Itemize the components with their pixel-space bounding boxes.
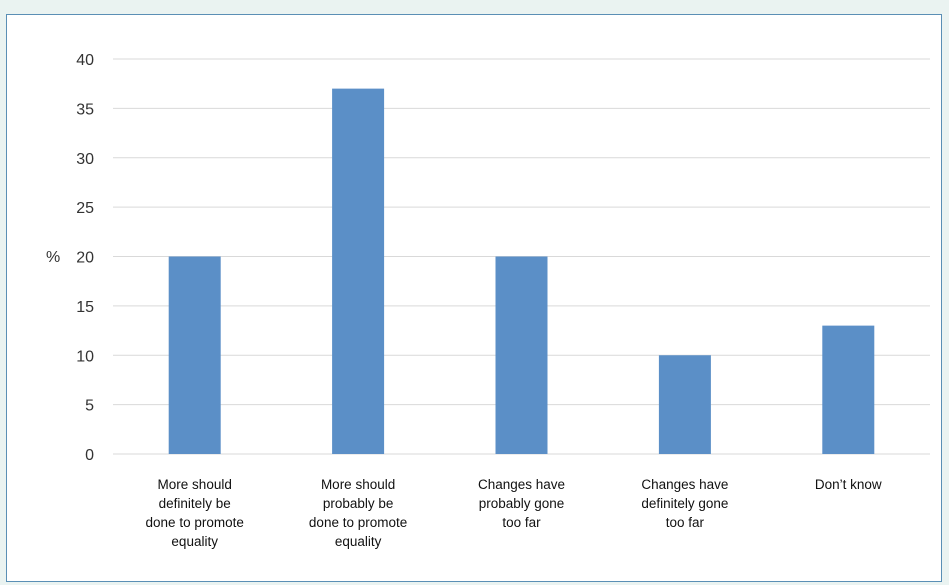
y-axis-ticks: 0 5 10 15 20 25 30 35 40: [76, 52, 94, 464]
y-tick-label: 15: [76, 299, 94, 316]
bar: [822, 325, 875, 454]
category-label: equality: [171, 534, 218, 549]
category-label: More should: [158, 477, 232, 492]
bar: [168, 256, 221, 454]
y-axis-label: %: [46, 249, 60, 266]
category-label: probably be: [323, 496, 394, 511]
category-labels: More should definitely be done to promote e…: [146, 477, 882, 549]
category-label: done to promote: [309, 515, 407, 530]
category-label: definitely be: [159, 496, 231, 511]
bar: [332, 88, 385, 454]
bar: [495, 256, 548, 454]
y-tick-label: 40: [76, 52, 94, 69]
category-label: done to promote: [146, 515, 244, 530]
y-tick-label: 10: [76, 348, 94, 365]
category-label: probably gone: [479, 496, 565, 511]
bars: [168, 88, 875, 454]
category-label: too far: [666, 515, 705, 530]
y-tick-label: 0: [85, 447, 94, 464]
y-tick-label: 25: [76, 200, 94, 217]
category-label: More should: [321, 477, 395, 492]
category-label: Changes have: [478, 477, 565, 492]
category-label: equality: [335, 534, 382, 549]
gridlines: [113, 58, 930, 455]
category-label: Don’t know: [815, 477, 882, 492]
category-label: definitely gone: [641, 496, 728, 511]
y-tick-label: 20: [76, 250, 94, 267]
bar: [658, 355, 711, 454]
y-tick-label: 5: [85, 398, 94, 415]
category-label: Changes have: [641, 477, 728, 492]
y-tick-label: 30: [76, 151, 94, 168]
category-label: too far: [502, 515, 541, 530]
y-tick-label: 35: [76, 101, 94, 118]
